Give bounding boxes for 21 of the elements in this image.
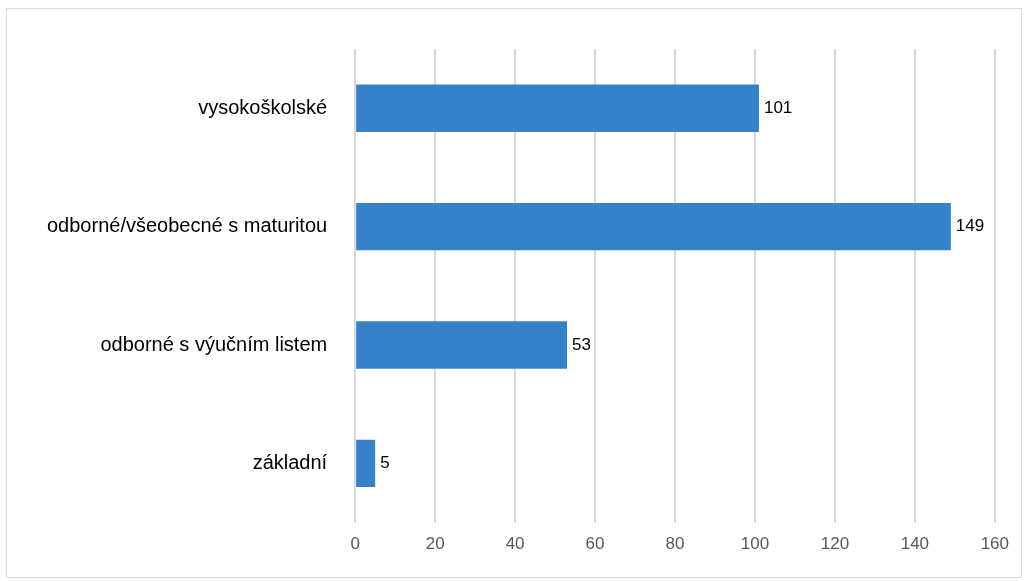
y-tick-label: odborné/všeobecné s maturitou [46, 214, 328, 237]
bar [356, 439, 376, 488]
x-tick-label: 160 [980, 534, 1010, 554]
x-tick-label: 80 [665, 534, 685, 554]
data-label: 101 [763, 97, 793, 117]
y-tick-label: odborné s výučním listem [100, 332, 328, 355]
bar [356, 321, 568, 369]
y-tick-label: vysokoškolské [198, 95, 328, 118]
y-tick-label: základní [252, 450, 328, 473]
x-tick-label: 0 [350, 534, 360, 554]
x-tick-label: 40 [505, 534, 525, 554]
data-label: 5 [380, 453, 390, 473]
x-tick-label: 60 [585, 534, 605, 554]
x-tick-label: 120 [820, 534, 850, 554]
x-tick-label: 100 [740, 534, 770, 554]
bar [356, 202, 951, 251]
x-tick-label: 140 [900, 534, 930, 554]
data-label: 149 [955, 216, 985, 236]
bar [356, 84, 759, 132]
x-tick-label: 20 [425, 534, 445, 554]
data-label: 53 [572, 334, 591, 354]
